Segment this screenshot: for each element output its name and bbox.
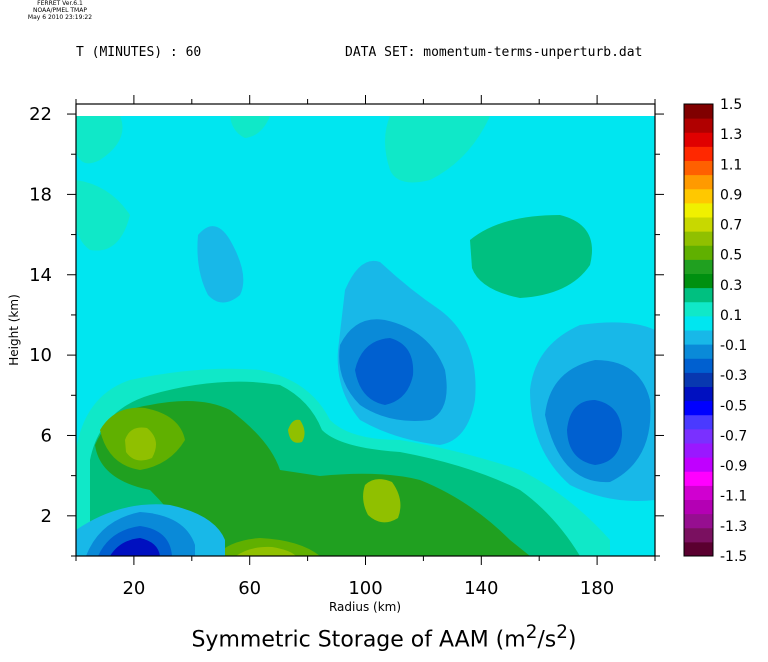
x-axis-label: Radius (km) xyxy=(329,600,401,614)
colorbar-swatch xyxy=(684,231,713,246)
y-tick-label: 6 xyxy=(41,425,52,446)
colorbar-swatch xyxy=(684,344,713,359)
colorbar-label: 0.9 xyxy=(720,187,742,203)
colorbar-swatch xyxy=(684,160,713,176)
colorbar-swatch xyxy=(684,118,713,133)
contour-plot xyxy=(76,104,655,556)
colorbar-swatch xyxy=(684,471,713,486)
colorbar-label: -1.1 xyxy=(720,489,747,505)
x-tick-label: 140 xyxy=(464,578,498,599)
dataset-label: DATA SET: momentum-terms-unperturb.dat xyxy=(345,45,643,60)
axes: 20 60 100 140 180 2 6 10 14 18 22 xyxy=(29,95,664,599)
colorbar-swatch xyxy=(684,527,713,543)
colorbar-swatch xyxy=(684,202,713,218)
colorbar-swatch xyxy=(684,330,713,345)
colorbar-swatch xyxy=(684,245,713,260)
time-label: T (MINUTES) : 60 xyxy=(76,45,202,60)
contour-region xyxy=(355,338,414,405)
colorbar-label: -0.3 xyxy=(720,368,747,384)
no-data-region xyxy=(76,104,655,116)
colorbar-swatch xyxy=(684,104,713,119)
contour-region xyxy=(197,226,244,303)
colorbar-swatch xyxy=(684,485,713,500)
contour-region xyxy=(363,479,401,523)
colorbar-swatch xyxy=(684,146,713,161)
y-tick-label: 10 xyxy=(29,345,52,366)
contour-region xyxy=(230,116,270,138)
contour-region xyxy=(470,215,592,298)
colorbar-label: 0.5 xyxy=(720,248,742,264)
colorbar-label: 0.1 xyxy=(720,308,742,324)
colorbar-swatch xyxy=(684,315,713,331)
colorbar-swatch xyxy=(684,259,713,274)
contour-region xyxy=(76,116,123,164)
contour-region xyxy=(110,538,160,556)
colorbar-swatch xyxy=(684,287,713,303)
y-tick-label: 14 xyxy=(29,265,52,286)
contour-region xyxy=(385,116,490,183)
contour-region xyxy=(236,546,296,556)
colorbar: 1.5 1.3 1.1 0.9 0.7 0.5 0.3 0.1 -0.1 -0.3 -0.5 -0.7… xyxy=(683,97,747,565)
y-tick-label: 22 xyxy=(29,104,52,125)
colorbar-label: -1.3 xyxy=(720,519,747,535)
colorbar-label: -0.1 xyxy=(720,338,747,354)
colorbar-swatch xyxy=(684,513,713,529)
colorbar-label: 0.7 xyxy=(720,218,742,234)
y-tick-label: 18 xyxy=(29,184,52,205)
chart-title: Symmetric Storage of AAM (m2/s2) xyxy=(191,622,577,653)
colorbar-label: 1.1 xyxy=(720,157,742,173)
ferret-metadata: FERRET Ver.6.1 NOAA/PMEL TMAP May 6 2010… xyxy=(0,0,120,21)
colorbar-label: 0.3 xyxy=(720,278,742,294)
colorbar-label: -0.9 xyxy=(720,459,747,475)
colorbar-swatch xyxy=(684,217,713,232)
colorbar-swatch xyxy=(684,358,713,373)
colorbar-swatch xyxy=(684,174,713,190)
x-tick-label: 20 xyxy=(122,578,145,599)
colorbar-swatch xyxy=(684,457,713,472)
meta-line: FERRET Ver.6.1 xyxy=(37,0,83,7)
colorbar-label: 1.5 xyxy=(720,97,742,113)
colorbar-swatch xyxy=(684,132,713,147)
colorbar-swatch xyxy=(684,541,713,557)
contour-region xyxy=(76,180,130,251)
meta-line: NOAA/PMEL TMAP xyxy=(33,7,87,14)
colorbar-swatch xyxy=(684,372,713,387)
meta-line: May 6 2010 23:19:22 xyxy=(27,14,93,21)
colorbar-swatch xyxy=(684,188,713,204)
contour-region xyxy=(125,427,156,461)
y-tick-label: 2 xyxy=(41,506,52,527)
colorbar-swatch xyxy=(684,428,713,444)
x-tick-label: 60 xyxy=(238,578,261,599)
x-tick-label: 180 xyxy=(580,578,614,599)
colorbar-label: -1.5 xyxy=(720,549,747,565)
colorbar-label: -0.7 xyxy=(720,428,747,444)
colorbar-swatch xyxy=(684,400,713,416)
x-tick-label: 100 xyxy=(348,578,382,599)
colorbar-swatch xyxy=(684,443,713,458)
colorbar-frame xyxy=(683,103,714,557)
contour-region xyxy=(567,400,622,465)
colorbar-swatch xyxy=(684,386,713,402)
colorbar-swatch xyxy=(684,273,713,289)
colorbar-swatch xyxy=(684,301,713,317)
colorbar-swatch xyxy=(684,414,713,430)
contour-region xyxy=(288,419,305,443)
colorbar-swatch xyxy=(684,499,713,515)
y-axis-label: Height (km) xyxy=(7,294,21,365)
colorbar-label: -0.5 xyxy=(720,398,747,414)
colorbar-label: 1.3 xyxy=(720,127,742,143)
